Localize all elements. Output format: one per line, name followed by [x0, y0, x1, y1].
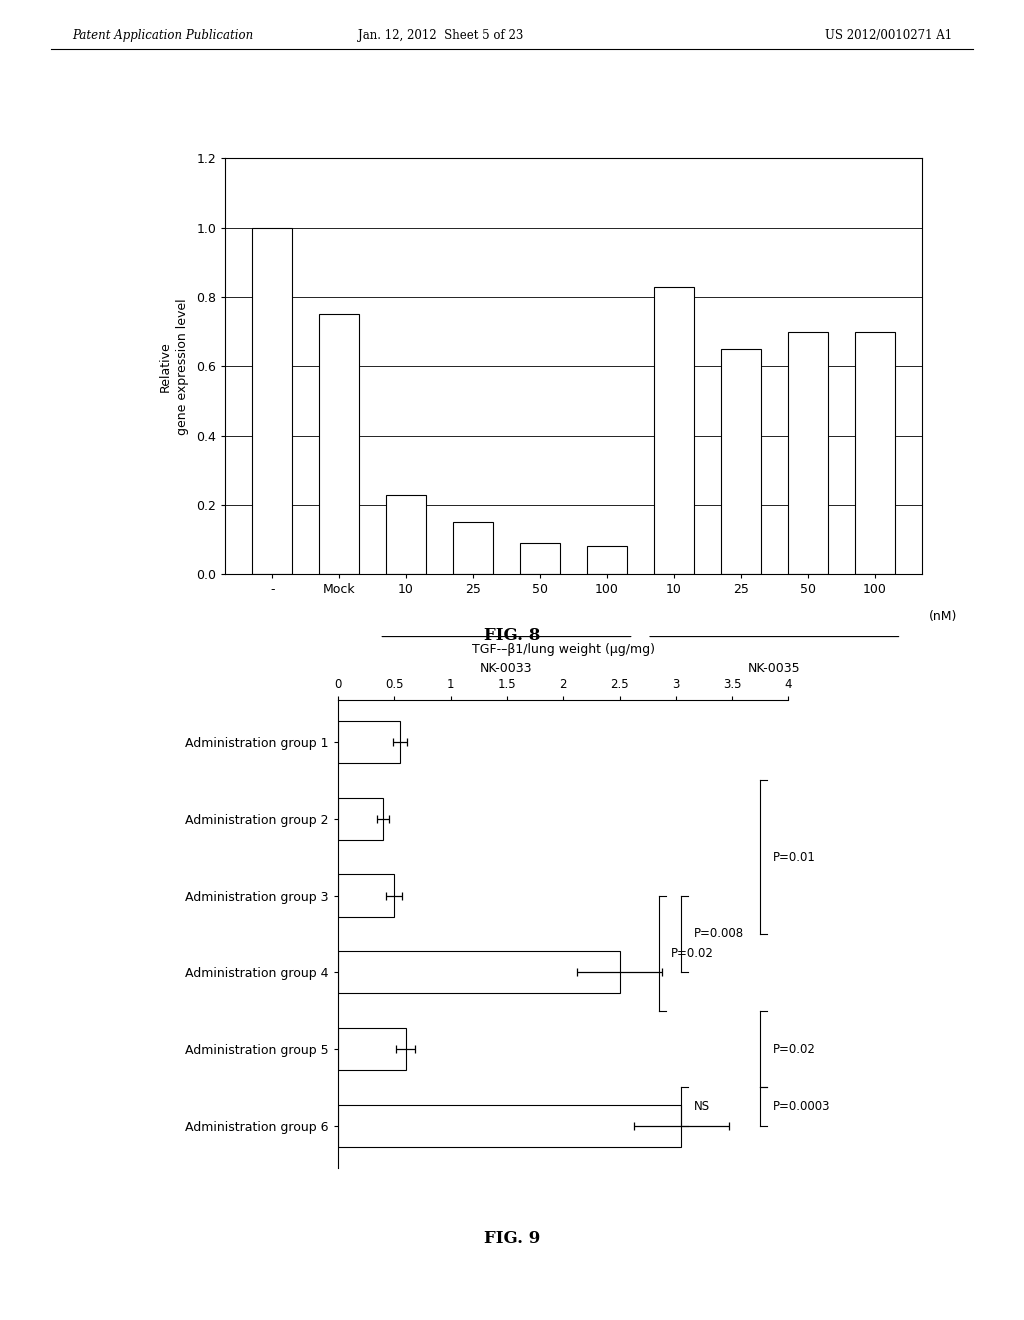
Text: P=0.01: P=0.01 — [773, 850, 815, 863]
Text: NK-0033: NK-0033 — [480, 661, 532, 675]
Text: P=0.0003: P=0.0003 — [773, 1100, 830, 1113]
Bar — [338, 797, 383, 840]
Bar — [453, 523, 494, 574]
Bar — [520, 543, 560, 574]
Bar — [721, 348, 761, 574]
Bar — [787, 331, 827, 574]
Text: NK-0035: NK-0035 — [748, 661, 801, 675]
Y-axis label: Relative
gene expression level: Relative gene expression level — [159, 298, 189, 434]
Text: FIG. 8: FIG. 8 — [483, 627, 541, 644]
Title: TGF-–β1/lung weight (μg/mg): TGF-–β1/lung weight (μg/mg) — [472, 643, 654, 656]
Text: Jan. 12, 2012  Sheet 5 of 23: Jan. 12, 2012 Sheet 5 of 23 — [357, 29, 523, 42]
Bar — [338, 1105, 682, 1147]
Bar — [338, 1028, 406, 1071]
Bar — [587, 546, 627, 574]
Bar — [319, 314, 359, 574]
Bar — [386, 495, 426, 574]
Bar — [338, 874, 394, 916]
Text: P=0.02: P=0.02 — [672, 946, 714, 960]
Text: FIG. 9: FIG. 9 — [484, 1230, 540, 1247]
Text: NS: NS — [694, 1100, 710, 1113]
Text: (nM): (nM) — [929, 610, 957, 623]
Bar — [653, 286, 694, 574]
Bar — [338, 952, 620, 994]
Text: US 2012/0010271 A1: US 2012/0010271 A1 — [825, 29, 952, 42]
Text: P=0.008: P=0.008 — [694, 928, 744, 940]
Bar — [338, 721, 399, 763]
Text: P=0.02: P=0.02 — [773, 1043, 815, 1056]
Bar — [252, 227, 292, 574]
Text: Patent Application Publication: Patent Application Publication — [72, 29, 253, 42]
Bar — [855, 331, 895, 574]
